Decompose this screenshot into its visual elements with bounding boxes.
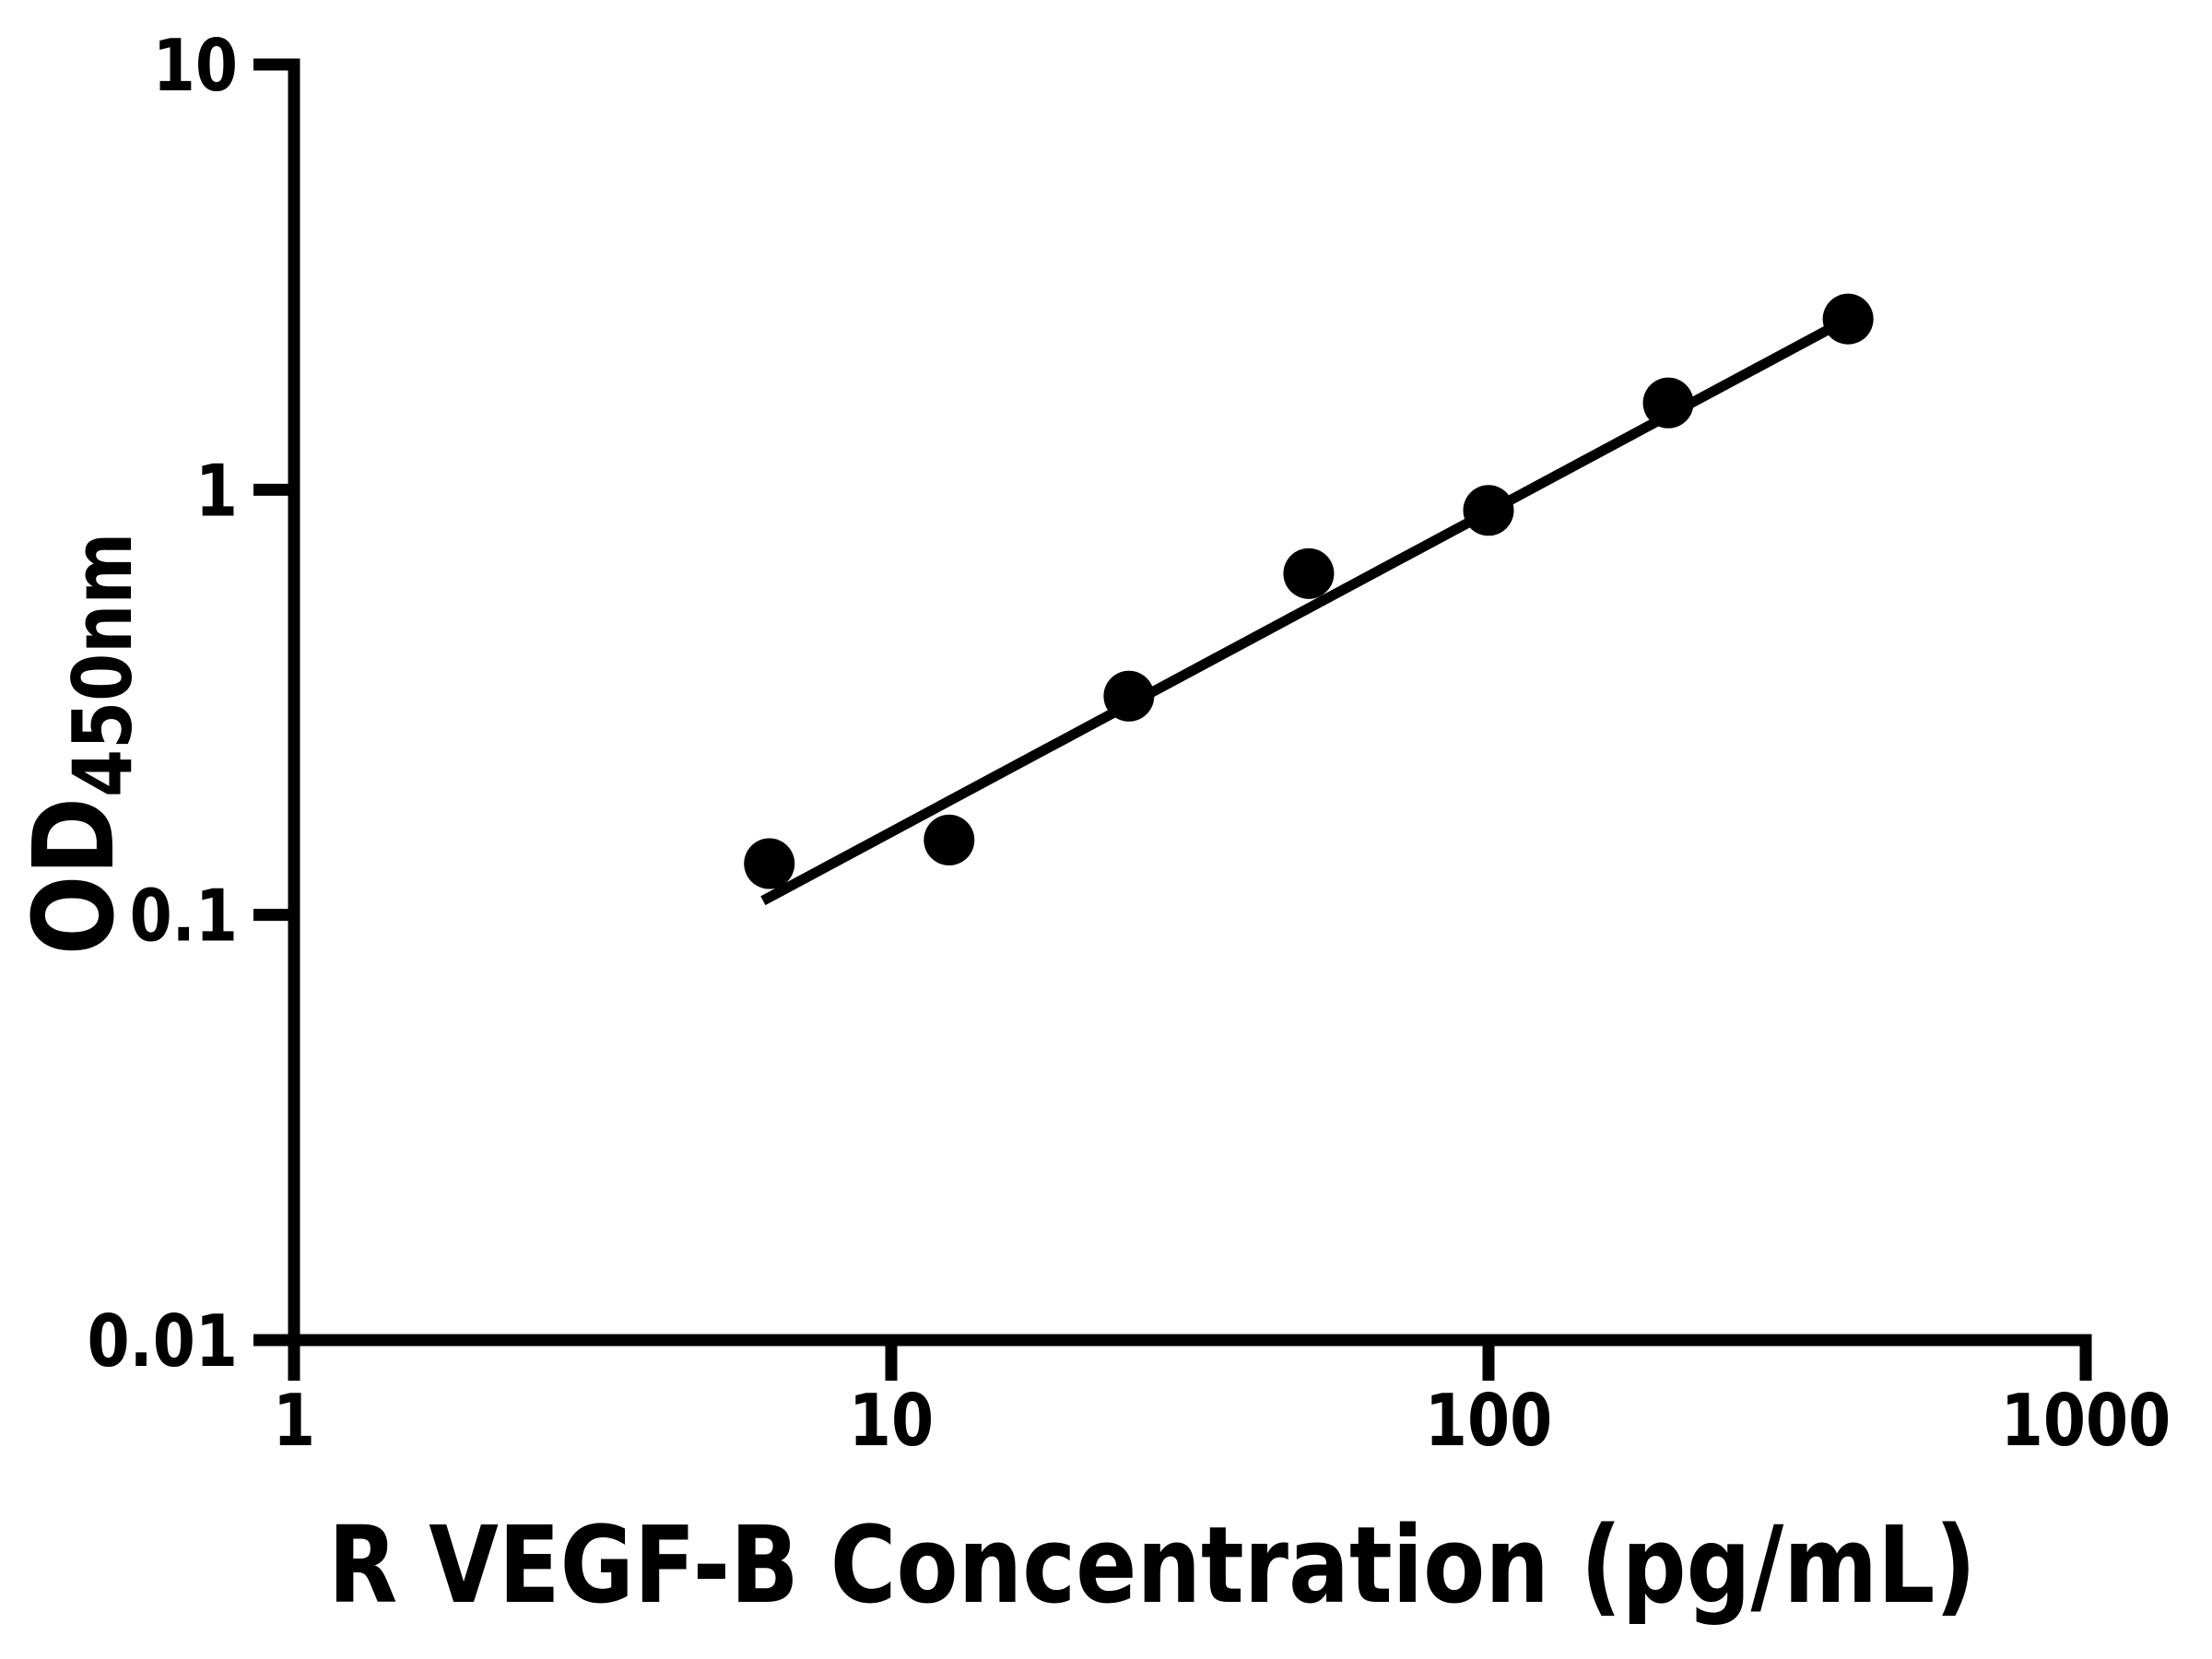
y-tick-label: 1 <box>195 450 238 534</box>
x-tick-label-group: 10 <box>849 1380 934 1464</box>
plot-area <box>744 293 1874 906</box>
data-point <box>1642 377 1694 429</box>
y-axis-title-main: OD <box>11 797 139 955</box>
y-axis-title-sub: 450nm <box>56 533 150 797</box>
data-point <box>1103 670 1155 722</box>
y-tick-label: 10 <box>153 25 238 109</box>
y-tick-label: 0.1 <box>130 876 238 959</box>
x-axis-title: R VEGF-B Concentration (pg/mL) <box>328 1504 1976 1628</box>
x-tick-label-group: 1000 <box>2001 1380 2171 1464</box>
data-point <box>924 814 975 865</box>
y-tick-label: 0.01 <box>87 1300 238 1384</box>
y-axis-title-group: OD450nm <box>11 533 150 956</box>
x-tick-label: 100 <box>1425 1380 1552 1464</box>
y-tick-label-group: 0.1 <box>130 876 238 959</box>
x-tick-label-group: 100 <box>1425 1380 1552 1464</box>
x-tick-label: 1 <box>273 1380 315 1464</box>
axes: 1 10 100 1000 0.01 0.1 1 10 <box>87 25 2171 1464</box>
y-tick-label-group: 10 <box>153 25 238 109</box>
x-tick-label: 1000 <box>2001 1380 2171 1464</box>
x-tick-label-group: 1 <box>273 1380 315 1464</box>
data-point <box>744 838 795 889</box>
data-point <box>1283 547 1335 599</box>
y-tick-label-group: 0.01 <box>87 1300 238 1384</box>
data-point <box>1463 485 1514 536</box>
data-point <box>1822 293 1874 345</box>
y-axis-title: OD450nm <box>11 533 150 956</box>
x-axis-title-group: R VEGF-B Concentration (pg/mL) <box>328 1504 1976 1628</box>
x-tick-label: 10 <box>849 1380 934 1464</box>
y-tick-label-group: 1 <box>195 450 238 534</box>
